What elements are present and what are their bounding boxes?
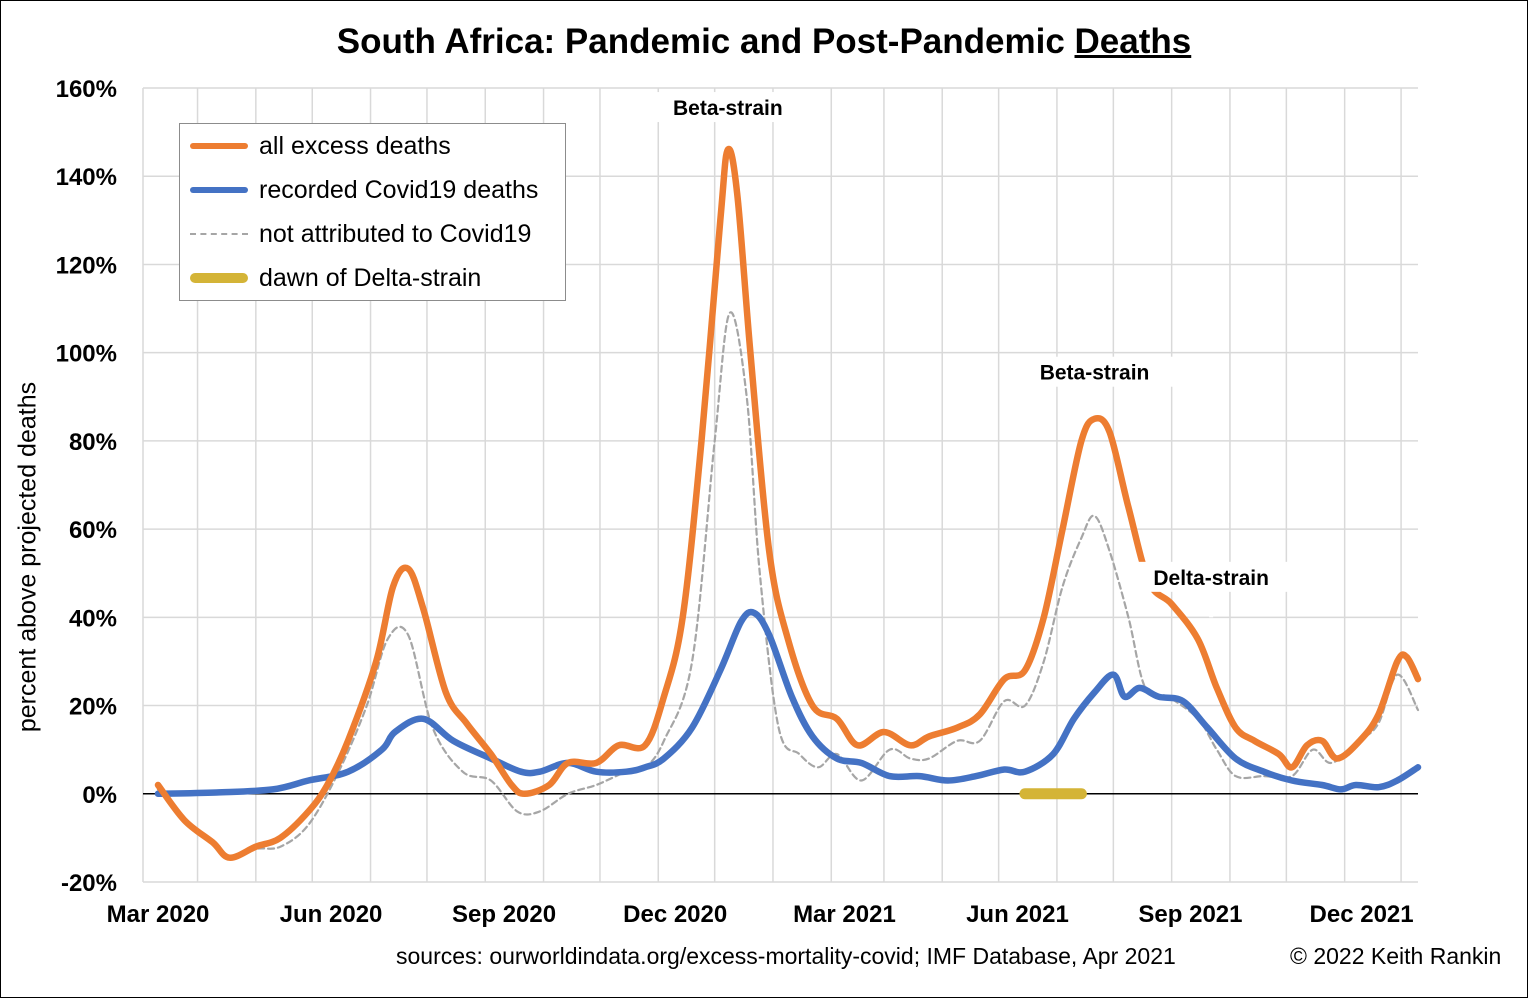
title-deaths: Deaths bbox=[1074, 22, 1192, 61]
x-tick-label: Dec 2021 bbox=[1310, 901, 1414, 928]
legend-label-delta: dawn of Delta-strain bbox=[259, 264, 482, 292]
y-tick-label: 120% bbox=[56, 252, 117, 279]
legend-label-not-attributed: not attributed to Covid19 bbox=[259, 220, 532, 248]
series-lines bbox=[154, 145, 1422, 861]
annotation-label: Delta-strain bbox=[1153, 567, 1269, 590]
x-tick-label: Dec 2020 bbox=[623, 901, 727, 928]
annotations: Beta-strain Beta-strain Delta-strain bbox=[649, 92, 1297, 618]
legend-swatch-excess bbox=[190, 143, 248, 149]
axis-tick-labels: -20% 0% 20% 40% 60% 80% 100% 120% 140% 160% Mar 20… bbox=[56, 76, 1414, 928]
x-tick-label: Sep 2021 bbox=[1138, 901, 1242, 928]
legend-item-delta: dawn of Delta-strain bbox=[180, 258, 565, 298]
x-tick-label: Mar 2021 bbox=[793, 901, 896, 928]
annotation-label: Beta-strain bbox=[673, 97, 783, 120]
annotation-bg bbox=[649, 92, 807, 123]
x-tick-label: Jun 2020 bbox=[280, 901, 383, 928]
y-tick-label: 60% bbox=[69, 517, 117, 544]
y-tick-label: 140% bbox=[56, 164, 117, 191]
title-middle: : Pandemic and Post-Pandemic bbox=[543, 22, 1075, 61]
annotation-bg bbox=[1126, 561, 1297, 592]
y-tick-label: -20% bbox=[61, 870, 117, 897]
chart-title: South Africa: Pandemic and Post-Pandemic… bbox=[0, 22, 1528, 62]
x-tick-label: Jun 2021 bbox=[966, 901, 1069, 928]
legend-swatch-delta bbox=[190, 273, 248, 283]
sources-note: sources: ourworldindata.org/excess-morta… bbox=[396, 943, 1176, 969]
y-tick-label: 160% bbox=[56, 76, 117, 103]
legend-item-not-attributed: not attributed to Covid19 bbox=[180, 214, 565, 254]
legend-item-covid: recorded Covid19 deaths bbox=[180, 170, 565, 210]
legend-label-excess: all excess deaths bbox=[259, 132, 451, 160]
legend: all excess deaths recorded Covid19 death… bbox=[179, 123, 566, 301]
x-tick-label: Sep 2020 bbox=[452, 901, 556, 928]
legend-item-excess: all excess deaths bbox=[180, 126, 565, 166]
y-tick-label: 100% bbox=[56, 341, 117, 368]
legend-swatch-not-attributed bbox=[190, 233, 248, 235]
annotation-label: Beta-strain bbox=[1040, 362, 1150, 385]
annotation-bg bbox=[1015, 356, 1174, 387]
y-tick-label: 20% bbox=[69, 694, 117, 721]
series-excess-line bbox=[154, 145, 1422, 861]
series-covid-line bbox=[154, 608, 1422, 798]
y-tick-label: 80% bbox=[69, 429, 117, 456]
legend-swatch-covid bbox=[190, 187, 248, 193]
y-tick-label: 40% bbox=[69, 605, 117, 632]
title-country: South Africa bbox=[336, 22, 544, 61]
legend-label-covid: recorded Covid19 deaths bbox=[259, 176, 539, 204]
x-tick-label: Mar 2020 bbox=[107, 901, 210, 928]
copyright-note: © 2022 Keith Rankin bbox=[1290, 943, 1502, 969]
y-tick-label: 0% bbox=[82, 782, 117, 809]
